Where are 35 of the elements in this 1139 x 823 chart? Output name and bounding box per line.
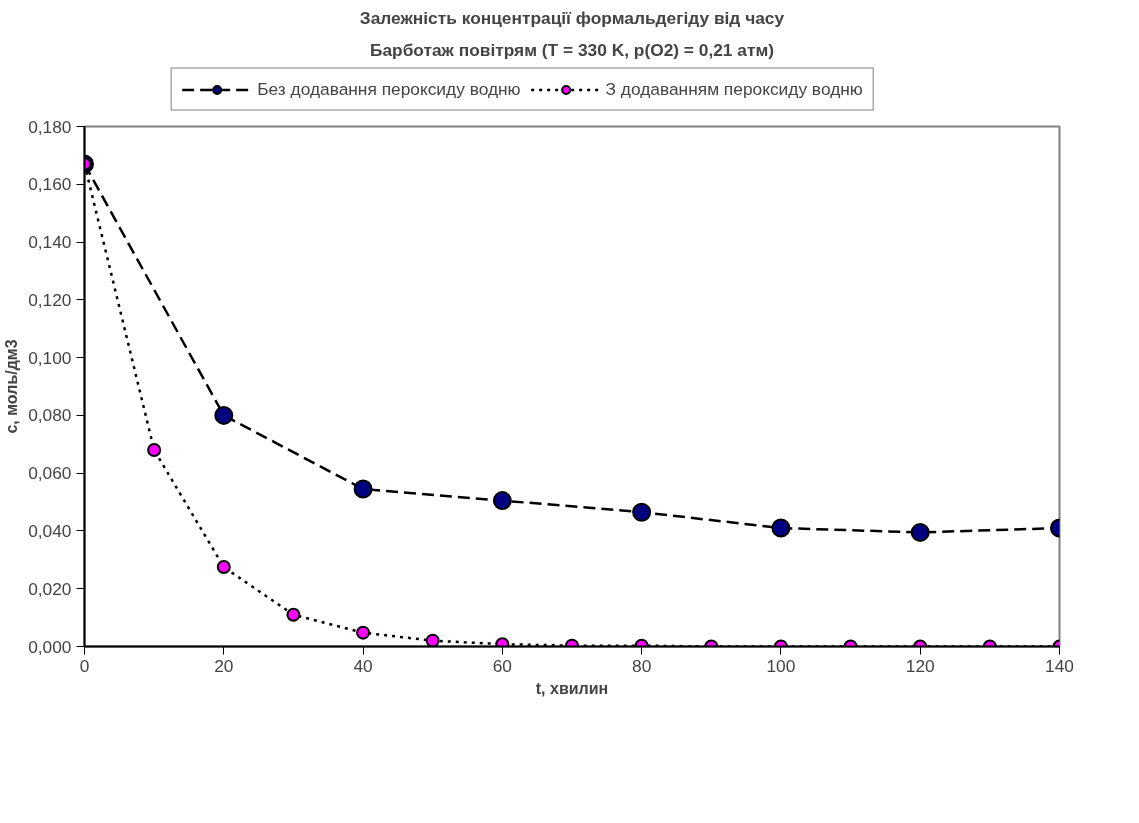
point (771, 518, 791, 538)
y-tick-label: 0,140 (28, 232, 72, 253)
y-tick-label: 0,180 (28, 116, 72, 137)
x-axis-title: t, хвилин (535, 679, 609, 697)
x-tick-label: 120 (905, 655, 935, 676)
legend-label: З додаванням пероксиду водню (605, 78, 863, 100)
x-tick-label: 20 (214, 655, 234, 676)
point (214, 405, 234, 425)
x-tick-label: 80 (632, 655, 652, 676)
chart-title: Залежність концентрації формальдегіду від часу (359, 7, 785, 28)
y-tick-label: 0,020 (28, 578, 72, 599)
x-tick-label: 100 (766, 655, 796, 676)
x-tick-label: 40 (353, 655, 373, 676)
legend-label: Без додавання пероксиду водню (257, 78, 521, 100)
point (147, 443, 162, 458)
x-tick-label: 140 (1045, 655, 1074, 676)
point (353, 479, 373, 499)
point (356, 625, 371, 640)
y-tick-label: 0,000 (28, 636, 72, 657)
point (216, 560, 231, 575)
point (286, 607, 301, 622)
point (632, 502, 652, 522)
y-tick-label: 0,080 (28, 405, 72, 426)
x-tick-label: 0 (79, 655, 90, 676)
point (910, 522, 930, 542)
y-tick-label: 0,100 (28, 347, 72, 368)
y-tick-label: 0,160 (28, 174, 72, 195)
point (425, 633, 440, 647)
y-tick-label: 0,060 (28, 463, 72, 484)
x-tick-label: 60 (492, 655, 512, 676)
y-axis-title: c, моль/дм3 (3, 339, 21, 434)
point (492, 491, 512, 511)
y-tick-label: 0,120 (28, 289, 72, 310)
chart-subtitle: Барботаж повітрям (T = 330 K, p(O2) = 0,21 атм) (369, 39, 775, 60)
y-tick-label: 0,040 (28, 520, 72, 541)
